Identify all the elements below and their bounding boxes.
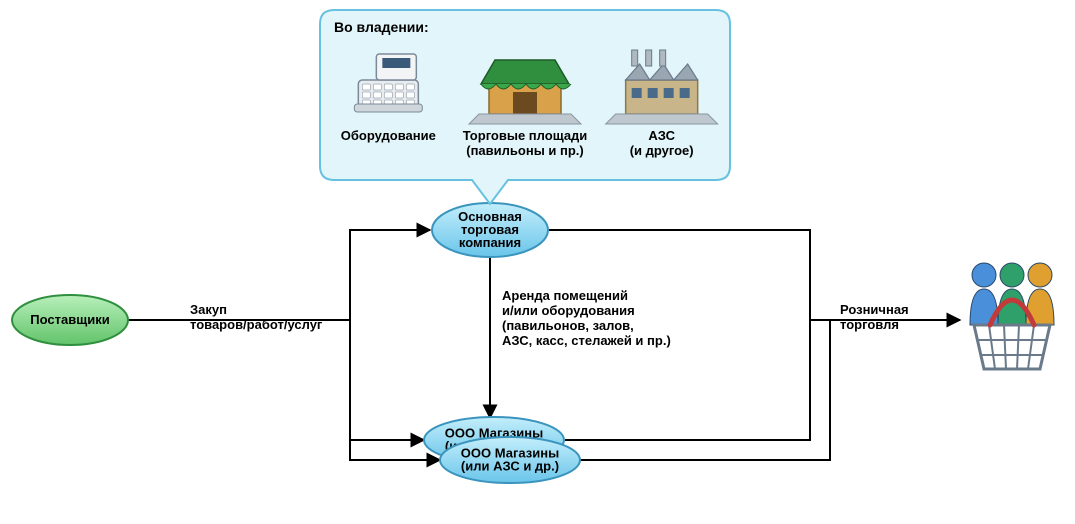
svg-text:Закуп: Закуп: [190, 302, 227, 317]
callout-item-label: АЗС: [648, 128, 675, 143]
text-block: Закуптоваров/работ/услуг: [190, 302, 323, 332]
text-block: Аренда помещенийи/или оборудования(павил…: [502, 288, 671, 348]
svg-text:и/или оборудования: и/или оборудования: [502, 303, 635, 318]
callout-item-label: Торговые площади: [463, 128, 588, 143]
node-label: Поставщики: [30, 312, 109, 327]
edge-sup_to_main: [350, 230, 430, 320]
node-label: (или АЗС и др.): [461, 459, 559, 474]
callout-item-label: (павильоны и пр.): [466, 143, 584, 158]
svg-text:(павильонов, залов,: (павильонов, залов,: [502, 318, 634, 333]
edge-sup_to_store1: [350, 320, 424, 440]
svg-text:Аренда помещений: Аренда помещений: [502, 288, 628, 303]
svg-text:торговля: торговля: [840, 317, 899, 332]
svg-text:товаров/работ/услуг: товаров/работ/услуг: [190, 317, 323, 332]
text-block: Розничнаяторговля: [840, 302, 909, 332]
callout-item-label: Оборудование: [341, 128, 436, 143]
node-label: компания: [459, 235, 521, 250]
callout-item-label: (и другое): [630, 143, 694, 158]
retail-customers-icon: [970, 263, 1054, 369]
svg-text:АЗС, касс, стелажей и пр.): АЗС, касс, стелажей и пр.): [502, 333, 671, 348]
svg-text:Розничная: Розничная: [840, 302, 909, 317]
diagram-canvas: Закуптоваров/работ/услуг Аренда помещений…: [0, 0, 1075, 524]
callout-title: Во владении:: [334, 19, 429, 35]
